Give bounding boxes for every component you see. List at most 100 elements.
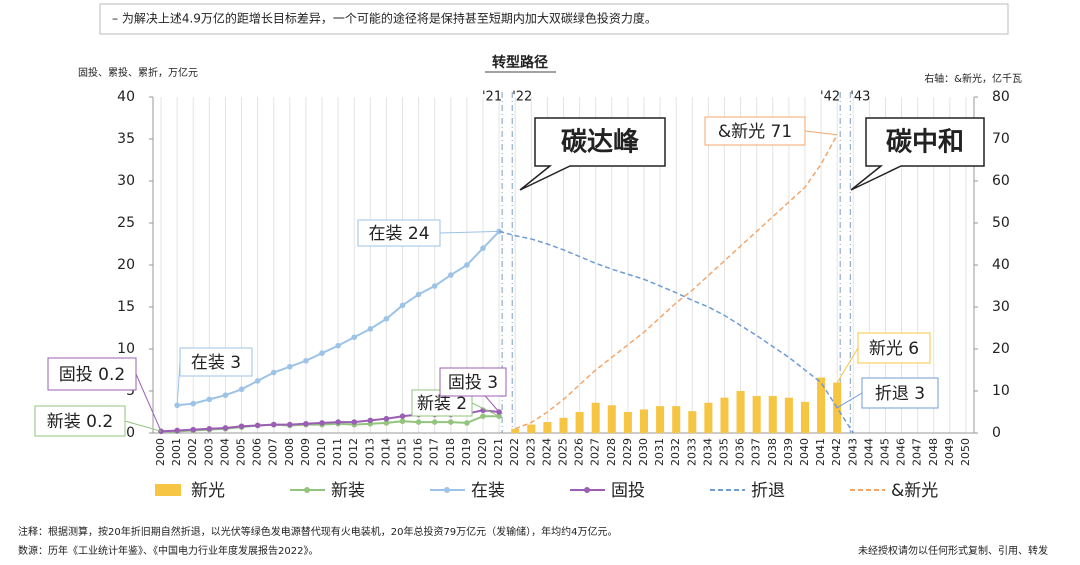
callout-box (857, 332, 931, 364)
x-tick-label: 2032 (669, 438, 682, 466)
x-tick-label: 2018 (444, 438, 457, 466)
bar (607, 405, 616, 433)
x-tick-label: 2046 (895, 438, 908, 466)
point (448, 272, 454, 278)
y-tick-label: 5 (126, 383, 135, 399)
y-tick-label: 20 (117, 257, 135, 273)
y-tick-label: 35 (117, 131, 135, 147)
point (254, 422, 261, 429)
x-tick-label: 2049 (943, 438, 956, 466)
point (270, 421, 277, 428)
legend-label: 固投 (611, 481, 645, 501)
x-tick-label: 2005 (235, 438, 248, 466)
bar (817, 377, 826, 433)
bar (623, 412, 632, 433)
x-tick-label: 2008 (283, 438, 296, 466)
bar (720, 397, 729, 433)
x-tick-label: 2000 (154, 438, 167, 466)
legend-label: &新光 (891, 481, 938, 501)
point (174, 427, 180, 434)
point (206, 396, 213, 403)
point (480, 245, 486, 251)
point (431, 283, 438, 289)
x-tick-label: 2043 (846, 438, 859, 466)
x-tick-label: 2028 (605, 438, 618, 466)
x-tick-label: 2004 (218, 438, 231, 466)
point (351, 419, 358, 425)
callout-label: 在装 24 (368, 224, 429, 244)
x-tick-label: 2011 (331, 438, 344, 466)
y2-tick-label: 40 (992, 257, 1010, 273)
y-tick-label: 10 (117, 341, 135, 357)
x-tick-label: 2041 (814, 438, 827, 466)
callout-label: 新装 0.2 (47, 412, 113, 432)
y-tick-label: 25 (117, 215, 135, 231)
chart-title: 转型路径 (492, 54, 548, 71)
x-tick-label: 2022 (508, 438, 521, 466)
y2-tick-label: 20 (992, 341, 1010, 357)
x-tick-label: 2038 (766, 438, 779, 466)
point (238, 423, 245, 430)
bar (736, 391, 745, 433)
point (270, 369, 277, 376)
line (514, 134, 838, 430)
x-tick-label: 2024 (540, 438, 553, 466)
point (319, 350, 325, 357)
period-label: '42 (820, 90, 840, 105)
x-tick-label: 2017 (428, 438, 441, 466)
x-tick-label: 2001 (170, 438, 183, 466)
callout-label: 固投 0.2 (59, 365, 125, 385)
x-tick-label: 2010 (315, 438, 328, 466)
note: 数源：历年《工业统计年鉴》、《中国电力行业年度发展报告2022》。 (18, 544, 318, 557)
x-tick-label: 2021 (492, 438, 505, 466)
callout-pointer (124, 420, 162, 432)
point (464, 262, 470, 268)
legend-label: 在装 (471, 481, 505, 501)
point (383, 415, 390, 422)
point (303, 420, 309, 427)
x-tick-label: 2050 (959, 438, 972, 466)
y2-tick-label: 10 (992, 383, 1010, 399)
legend-label: 折退 (751, 481, 785, 501)
point (222, 392, 229, 399)
y2-tick-label: 80 (992, 89, 1010, 105)
point (399, 413, 406, 420)
y2-tick-label: 50 (992, 215, 1010, 231)
x-tick-label: 2030 (637, 438, 650, 466)
period-label: '22 (512, 90, 532, 105)
x-tick-label: 2027 (589, 438, 602, 466)
copyright: 未经授权请勿以任何形式复制、引用、转发 (858, 544, 1048, 557)
x-tick-label: 2044 (862, 438, 875, 466)
legend-label: 新装 (331, 481, 365, 501)
callout-pointer (836, 347, 859, 383)
callout-pointer (804, 130, 838, 136)
y2-axis-label: 右轴：&新光，亿千瓦 (924, 72, 1022, 85)
point (254, 378, 261, 384)
x-tick-label: 2016 (412, 438, 425, 466)
x-tick-label: 2047 (911, 438, 924, 466)
callout-box (861, 377, 939, 409)
point (206, 426, 213, 432)
x-tick-label: 2012 (347, 438, 360, 466)
bar (575, 412, 584, 433)
point (464, 420, 470, 426)
point (367, 326, 374, 332)
callout-label: 新光 6 (869, 339, 919, 359)
y-tick-label: 30 (117, 173, 135, 189)
bar (704, 402, 713, 433)
callout-label: &新光 71 (718, 122, 792, 142)
legend-marker (584, 487, 590, 493)
legend-marker (444, 487, 450, 493)
x-tick-label: 2023 (524, 438, 537, 466)
bar (800, 401, 809, 433)
point (351, 334, 358, 341)
bar (543, 422, 552, 433)
point (238, 386, 245, 393)
x-tick-label: 2031 (653, 438, 666, 466)
callout-box (439, 367, 507, 397)
bar (591, 402, 600, 433)
bar (527, 424, 536, 433)
y2-tick-label: 30 (992, 299, 1010, 315)
point (415, 291, 422, 298)
